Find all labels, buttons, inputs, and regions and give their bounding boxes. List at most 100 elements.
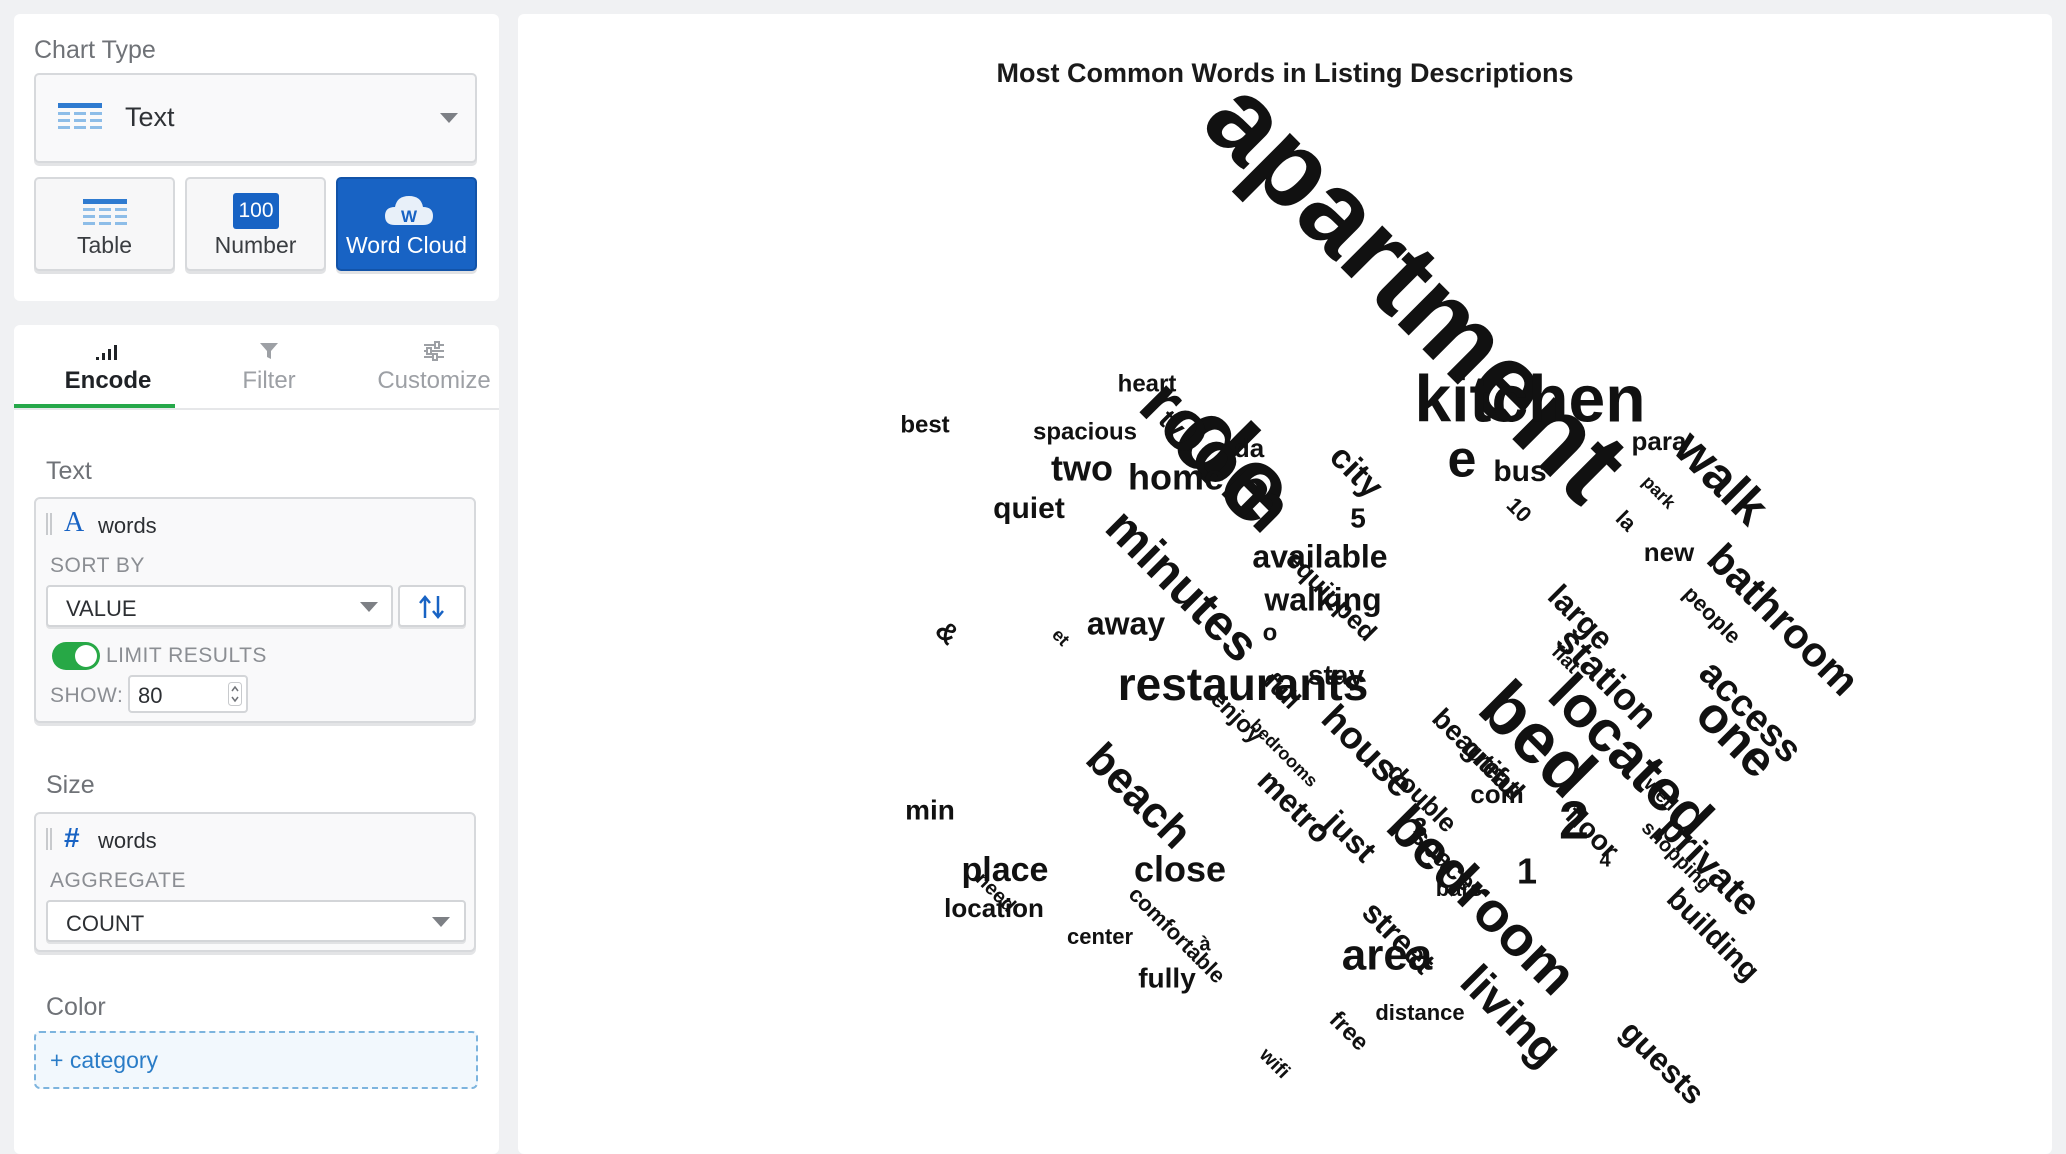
word-cloud-word: quiet bbox=[993, 492, 1065, 525]
word-cloud-word: para bbox=[1632, 426, 1687, 456]
word-cloud-word: 4 bbox=[1599, 849, 1611, 871]
active-tab-indicator bbox=[14, 404, 175, 409]
cloud-w-icon: W bbox=[385, 196, 433, 226]
chart-type-label: Chart Type bbox=[34, 36, 156, 64]
chart-title: Most Common Words in Listing Description… bbox=[996, 58, 1574, 88]
word-cloud-word: à bbox=[1199, 933, 1211, 955]
drag-handle-icon[interactable] bbox=[46, 828, 52, 850]
word-cloud-word: park bbox=[1638, 472, 1680, 514]
cloud-badge-letter: W bbox=[401, 207, 418, 226]
aggregate-value: COUNT bbox=[66, 911, 145, 936]
word-cloud-word: place bbox=[962, 851, 1049, 889]
word-cloud-word: stay bbox=[1308, 659, 1364, 690]
word-cloud-word: 1 bbox=[1517, 851, 1537, 892]
text-section-label: Text bbox=[46, 457, 92, 485]
word-cloud-word: home bbox=[1128, 457, 1224, 498]
size-section-label: Size bbox=[46, 771, 95, 799]
word-cloud-word: best bbox=[900, 411, 949, 438]
word-cloud-word: kitchen bbox=[1414, 361, 1645, 435]
tab-customize[interactable]: Customize bbox=[354, 339, 514, 399]
text-lines-icon bbox=[58, 103, 102, 129]
number-type-label: Number bbox=[214, 232, 297, 258]
word-cloud-word: 10 bbox=[1502, 492, 1537, 527]
word-cloud-word: close bbox=[1134, 849, 1226, 890]
show-count-value: 80 bbox=[138, 683, 163, 708]
aggregate-label: AGGREGATE bbox=[50, 869, 186, 892]
size-encoding-well[interactable]: # words AGGREGATE COUNT bbox=[34, 812, 476, 952]
limit-results-toggle[interactable] bbox=[52, 642, 100, 670]
funnel-icon bbox=[260, 343, 278, 359]
chart-canvas: Most Common Words in Listing Description… bbox=[518, 14, 2052, 1154]
tab-filter-label: Filter bbox=[242, 367, 296, 394]
word-cloud-word: wifi bbox=[1254, 1043, 1294, 1083]
word-cloud-word: spacious bbox=[1033, 418, 1137, 445]
word-cloud-word: walking bbox=[1263, 581, 1381, 617]
word-cloud-type-button[interactable]: W Word Cloud bbox=[336, 177, 477, 271]
drag-handle-icon[interactable] bbox=[46, 513, 52, 535]
text-field-name: words bbox=[98, 513, 157, 538]
stepper-arrows-icon[interactable] bbox=[228, 682, 242, 706]
word-cloud-word: center bbox=[1067, 924, 1133, 949]
sliders-icon bbox=[424, 341, 444, 361]
number-badge-icon: 100 bbox=[233, 193, 279, 229]
table-type-button[interactable]: Table bbox=[34, 177, 175, 271]
word-cloud-word: bars bbox=[1436, 876, 1482, 901]
word-cloud-word: new bbox=[1644, 537, 1695, 567]
aggregate-dropdown[interactable]: COUNT bbox=[46, 900, 466, 942]
chevron-down-icon bbox=[432, 917, 450, 927]
word-cloud-word: guests bbox=[1614, 1013, 1712, 1111]
word-cloud-word: 2 bbox=[1559, 790, 1589, 850]
word-cloud-word: beach bbox=[1077, 734, 1202, 859]
tab-encode-label: Encode bbox=[64, 367, 152, 394]
sort-by-dropdown[interactable]: VALUE bbox=[46, 585, 393, 627]
tab-customize-label: Customize bbox=[377, 367, 491, 394]
word-cloud-word: location bbox=[944, 893, 1044, 923]
word-cloud-word: away bbox=[1087, 605, 1165, 641]
word-cloud-word: da bbox=[1234, 433, 1265, 463]
size-field-type-icon: # bbox=[64, 822, 80, 853]
text-encoding-well[interactable]: A words SORT BY VALUE LIMIT RESULTS SHOW… bbox=[34, 497, 476, 723]
tab-filter[interactable]: Filter bbox=[189, 339, 349, 399]
show-count-label: SHOW: bbox=[50, 684, 124, 707]
tab-divider bbox=[14, 408, 499, 410]
word-cloud-word: bus bbox=[1493, 455, 1546, 488]
word-cloud-word: o bbox=[1263, 619, 1278, 646]
chevron-down-icon bbox=[360, 602, 378, 612]
word-cloud-word: distance bbox=[1375, 1000, 1464, 1025]
word-cloud-type-label: Word Cloud bbox=[345, 232, 468, 258]
word-cloud-word: two bbox=[1051, 448, 1113, 489]
chart-type-dropdown[interactable]: Text bbox=[34, 73, 477, 163]
encoding-panel: Encode Filter Customize Text A words SOR… bbox=[14, 325, 499, 1154]
limit-results-label: LIMIT RESULTS bbox=[106, 644, 267, 667]
word-cloud-word: la bbox=[1611, 505, 1642, 536]
word-cloud-word: 3 bbox=[1413, 812, 1427, 842]
sort-by-value: VALUE bbox=[66, 596, 137, 621]
tab-encode[interactable]: Encode bbox=[28, 339, 188, 399]
number-type-button[interactable]: 100 Number bbox=[185, 177, 326, 271]
word-cloud-word: 5 bbox=[1350, 502, 1366, 533]
word-cloud-word: restaurants bbox=[1118, 658, 1369, 710]
word-cloud-word: free bbox=[1324, 1006, 1374, 1056]
size-field-name: words bbox=[98, 828, 157, 853]
word-cloud-word: et bbox=[1048, 624, 1073, 649]
sort-direction-button[interactable] bbox=[398, 585, 466, 627]
word-cloud-word: e bbox=[1448, 431, 1477, 489]
chart-type-panel: Chart Type Text Table 100 Number bbox=[14, 14, 499, 301]
color-section-label: Color bbox=[46, 993, 106, 1021]
word-cloud-word: area bbox=[1342, 931, 1433, 980]
table-icon bbox=[83, 199, 127, 225]
word-cloud-word: min bbox=[905, 794, 955, 825]
sort-order-icon bbox=[419, 595, 444, 619]
show-count-stepper[interactable]: 80 bbox=[128, 675, 248, 713]
chevron-down-icon bbox=[440, 113, 458, 123]
table-type-label: Table bbox=[77, 232, 132, 258]
word-cloud-word: fully bbox=[1138, 962, 1196, 993]
sort-by-label: SORT BY bbox=[50, 554, 145, 577]
word-cloud-word: & bbox=[929, 614, 965, 650]
word-cloud-word: com bbox=[1470, 779, 1523, 809]
color-drop-zone[interactable]: + category bbox=[34, 1031, 478, 1089]
bar-signal-icon bbox=[96, 345, 117, 360]
selected-chart-type: Text bbox=[125, 102, 175, 132]
word-cloud-word: heart bbox=[1118, 370, 1177, 397]
color-placeholder: + category bbox=[50, 1047, 159, 1073]
